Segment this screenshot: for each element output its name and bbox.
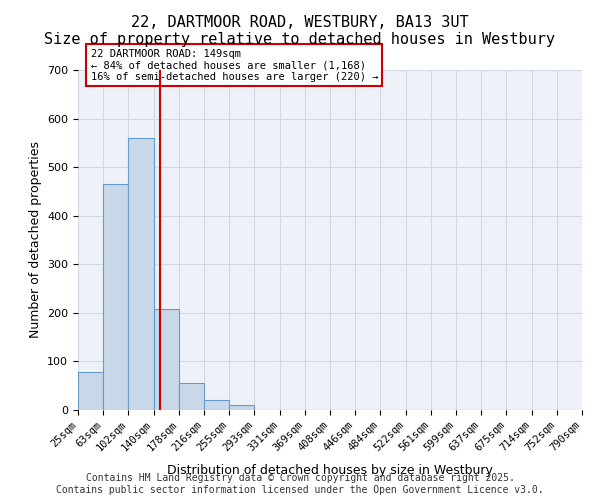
Bar bbox=[229, 405, 254, 410]
X-axis label: Distribution of detached houses by size in Westbury: Distribution of detached houses by size … bbox=[167, 464, 493, 477]
Bar bbox=[154, 310, 179, 410]
Text: 22, DARTMOOR ROAD, WESTBURY, BA13 3UT
Size of property relative to detached hous: 22, DARTMOOR ROAD, WESTBURY, BA13 3UT Si… bbox=[44, 15, 556, 48]
Text: 22 DARTMOOR ROAD: 149sqm
← 84% of detached houses are smaller (1,168)
16% of sem: 22 DARTMOOR ROAD: 149sqm ← 84% of detach… bbox=[91, 48, 378, 82]
Bar bbox=[103, 184, 128, 410]
Bar bbox=[204, 400, 229, 410]
Bar bbox=[128, 138, 154, 410]
Y-axis label: Number of detached properties: Number of detached properties bbox=[29, 142, 41, 338]
Text: Contains HM Land Registry data © Crown copyright and database right 2025.
Contai: Contains HM Land Registry data © Crown c… bbox=[56, 474, 544, 495]
Bar bbox=[78, 372, 103, 410]
Bar bbox=[179, 384, 204, 410]
